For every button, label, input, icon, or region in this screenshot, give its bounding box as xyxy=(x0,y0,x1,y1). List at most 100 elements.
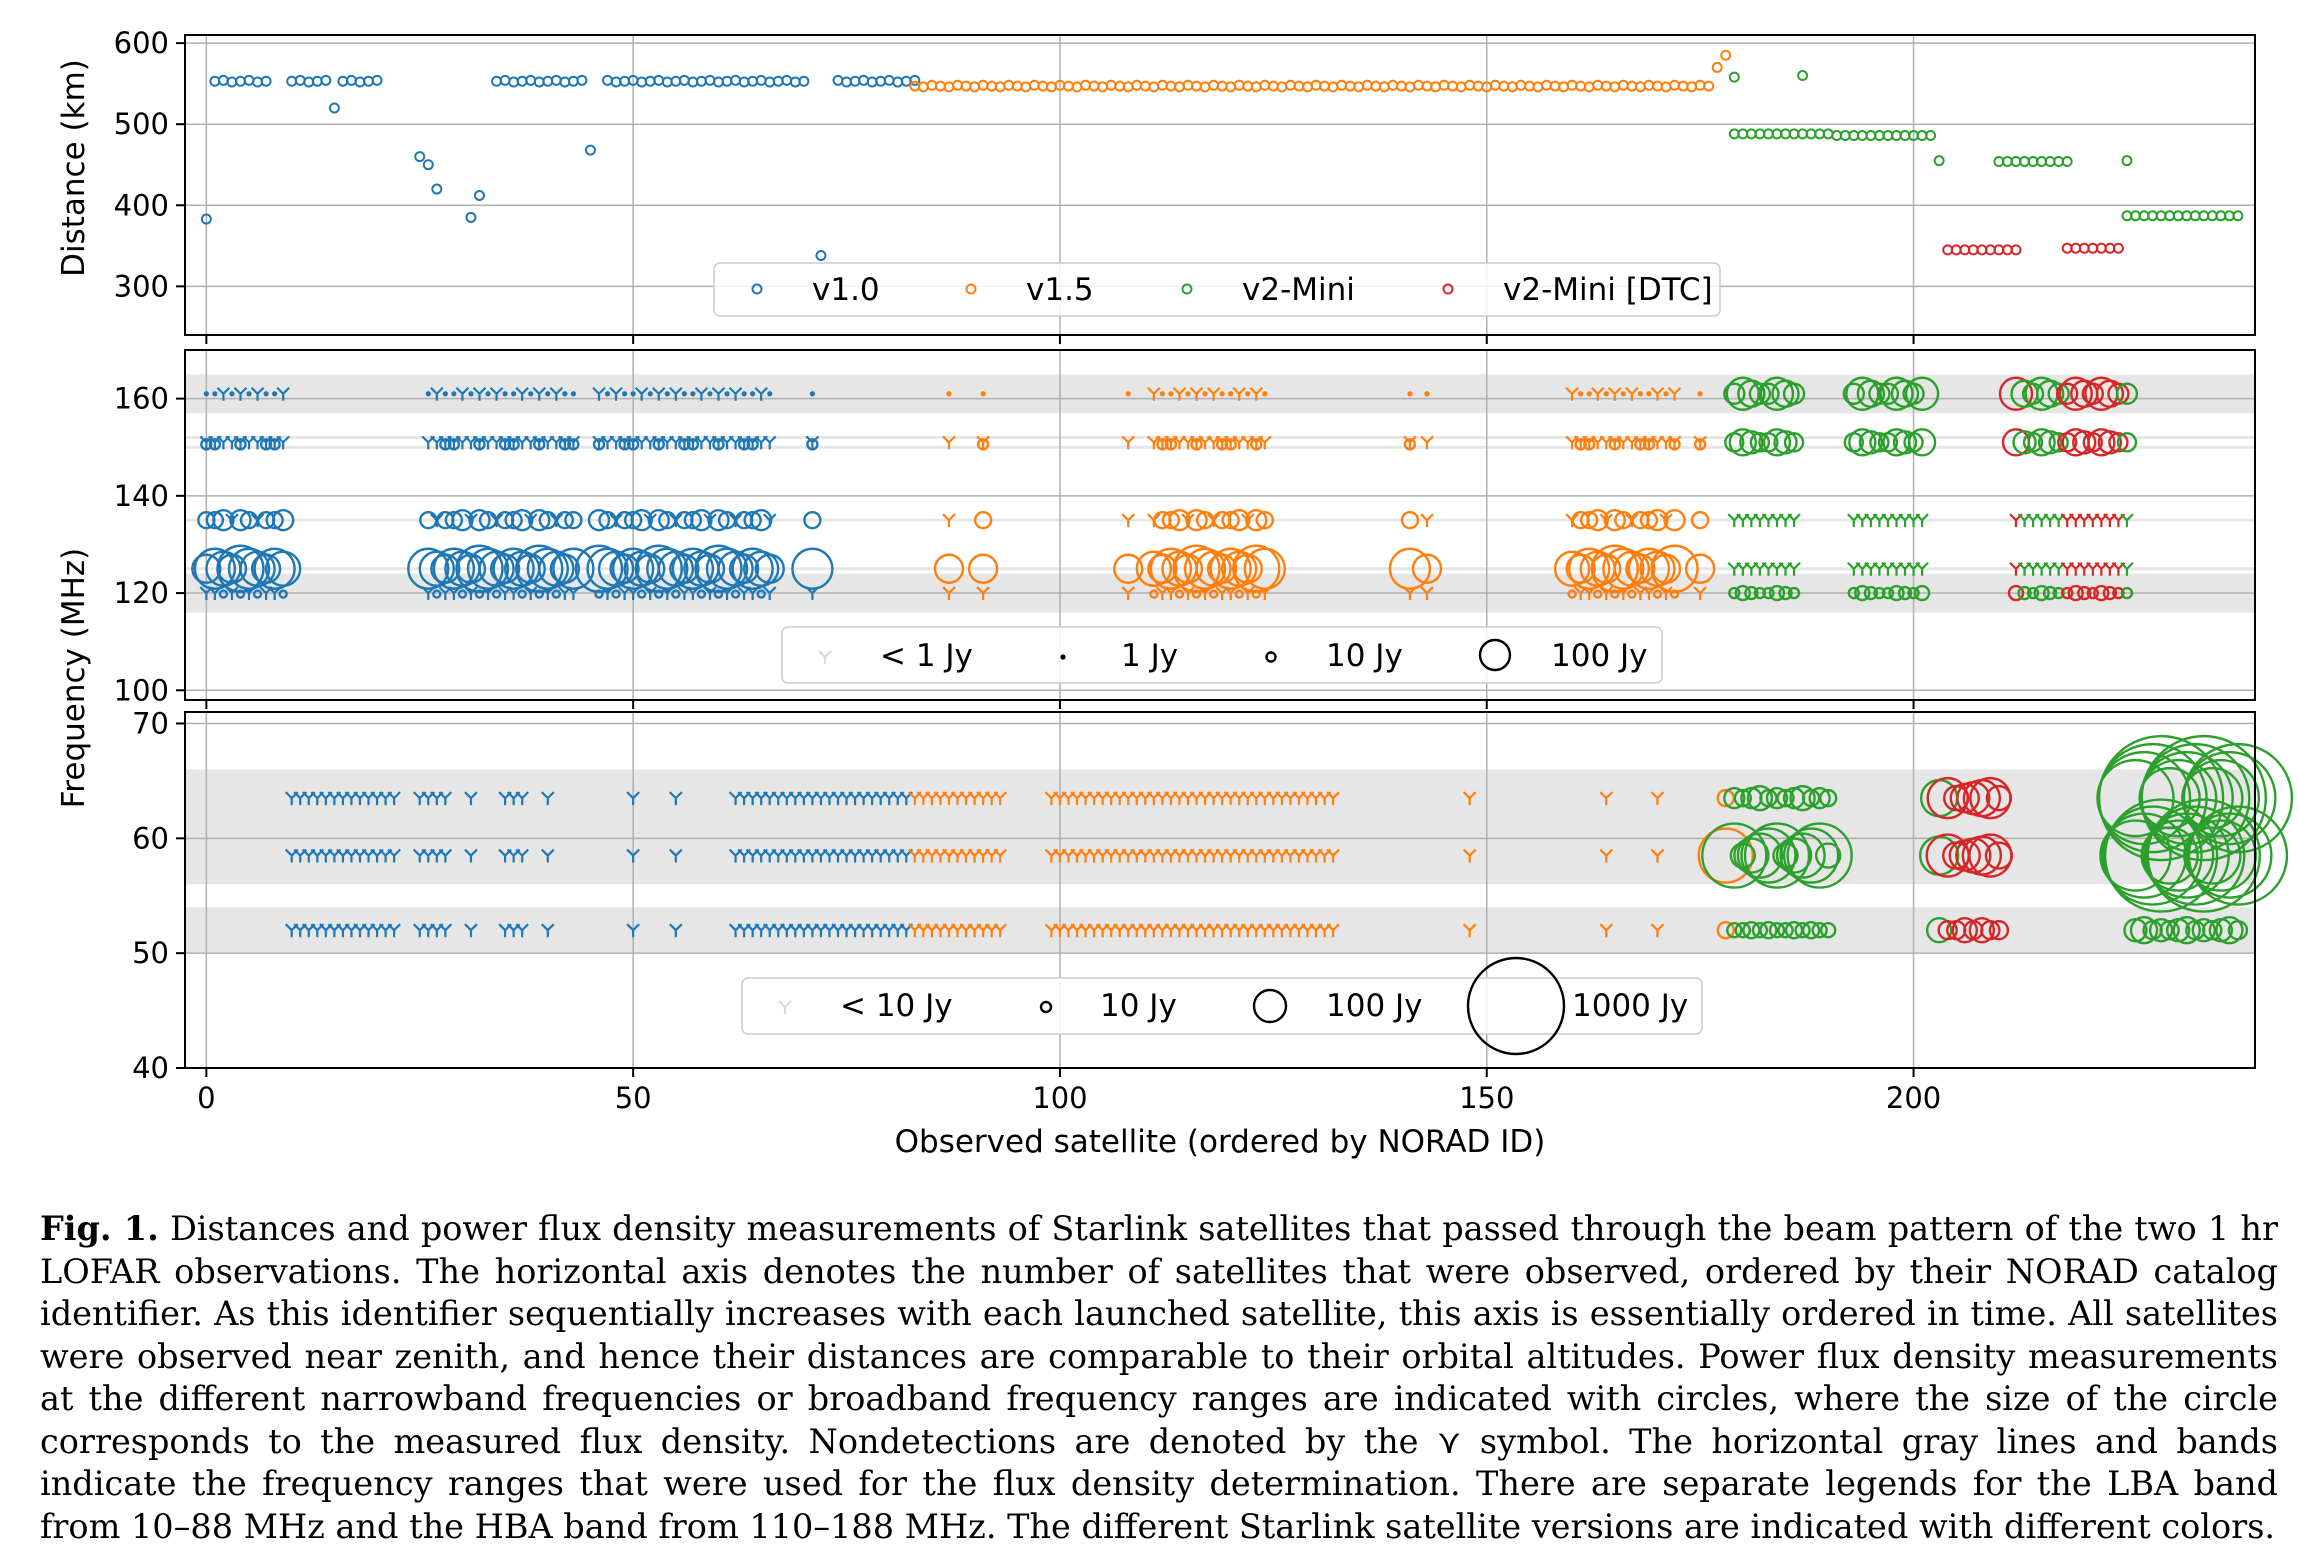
flux-circle xyxy=(466,547,510,590)
distance-point xyxy=(328,102,340,114)
distance-point xyxy=(414,151,426,163)
flux-circle xyxy=(2102,805,2203,906)
flux-circle xyxy=(2027,428,2056,457)
distance-point xyxy=(465,211,477,223)
legend-marker xyxy=(1252,988,1288,1024)
nondetection-mark xyxy=(2120,513,2134,528)
nondetection-mark xyxy=(489,386,504,401)
flux-circle xyxy=(555,510,575,530)
nondetection-mark xyxy=(464,848,478,863)
flux-dot xyxy=(442,391,448,397)
flux-dot xyxy=(1228,391,1234,397)
y-tick-label: 120 xyxy=(114,576,169,610)
flux-circle xyxy=(1782,382,1806,405)
distance-point xyxy=(832,74,844,86)
nondetection-mark xyxy=(660,586,675,601)
flux-circle xyxy=(1937,919,1958,941)
nondetection-mark xyxy=(242,586,256,601)
flux-circle xyxy=(2093,584,2110,602)
flux-circle xyxy=(1814,842,1842,869)
nondetection-mark xyxy=(1232,386,1246,401)
flux-circle xyxy=(1234,589,1244,599)
legend-marker xyxy=(1442,283,1454,295)
flux-circle xyxy=(492,547,535,590)
flux-circle xyxy=(439,438,452,451)
flux-circle xyxy=(2058,376,2093,411)
flux-circle xyxy=(1190,438,1203,451)
x-tick-label: 100 xyxy=(1032,1081,1087,1115)
y-tick-label: 60 xyxy=(132,821,169,855)
nondetection-mark xyxy=(387,923,401,938)
flux-dot xyxy=(485,391,491,397)
flux-circle xyxy=(1808,786,1831,810)
nondetection-mark xyxy=(942,513,956,528)
nondetection-mark xyxy=(1642,586,1656,601)
flux-circle xyxy=(200,438,213,451)
nondetection-mark xyxy=(711,386,726,401)
flux-circle xyxy=(1668,438,1681,451)
nondetection-mark xyxy=(515,791,529,806)
flux-circle xyxy=(1765,786,1789,810)
flux-circle xyxy=(2186,812,2273,899)
flux-circle xyxy=(967,553,999,584)
flux-circle xyxy=(1716,920,1735,940)
flux-dot xyxy=(545,391,551,397)
flux-dot xyxy=(630,391,636,397)
flux-circle xyxy=(567,438,580,451)
flux-dot xyxy=(1219,391,1225,397)
flux-dot xyxy=(647,391,653,397)
nondetection-mark xyxy=(1787,561,1801,576)
legend-label: 10 Jy xyxy=(1326,638,1403,674)
flux-circle xyxy=(1567,547,1611,590)
nondetection-mark xyxy=(1693,586,1707,601)
flux-circle xyxy=(250,553,282,584)
flux-circle xyxy=(2037,430,2063,455)
nondetection-mark xyxy=(1326,848,1340,863)
nondetection-mark xyxy=(669,848,683,863)
flux-circle xyxy=(2120,586,2134,600)
flux-circle xyxy=(538,550,575,587)
flux-circle xyxy=(551,589,562,599)
flux-dot xyxy=(604,391,611,397)
nondetection-mark xyxy=(669,386,683,401)
nondetection-mark xyxy=(438,923,453,938)
flux-dot xyxy=(425,391,431,397)
flux-circle xyxy=(1847,586,1861,600)
nondetection-mark xyxy=(762,435,777,450)
nondetection-mark xyxy=(1650,923,1665,938)
nondetection-mark xyxy=(464,923,478,938)
nondetection-mark xyxy=(1326,791,1340,806)
flux-circle xyxy=(1787,586,1801,600)
nondetection-mark xyxy=(1198,586,1212,601)
flux-dot xyxy=(980,391,986,397)
flux-circle xyxy=(746,438,759,451)
flux-circle xyxy=(1565,553,1596,584)
y-tick-label: 70 xyxy=(132,706,169,740)
distance-point xyxy=(815,250,827,262)
nondetection-mark xyxy=(728,386,743,401)
flux-circle xyxy=(1147,553,1178,584)
flux-circle xyxy=(1733,837,1770,874)
y-tick-label: 600 xyxy=(114,26,169,60)
flux-circle xyxy=(1610,589,1620,599)
flux-circle xyxy=(646,547,689,590)
flux-circle xyxy=(586,547,629,590)
nondetection-mark xyxy=(387,791,401,806)
flux-circle xyxy=(1854,584,1871,602)
nondetection-mark xyxy=(669,923,683,938)
flux-dot xyxy=(681,391,687,397)
y-tick-label: 500 xyxy=(114,107,169,141)
flux-circle xyxy=(1740,827,1797,884)
x-tick-label: 50 xyxy=(615,1081,652,1115)
legend-label: v2-Mini xyxy=(1242,272,1355,308)
flux-circle xyxy=(2116,432,2138,453)
distance-point xyxy=(200,213,212,225)
flux-circle xyxy=(2052,586,2065,600)
distance-point xyxy=(431,183,443,195)
flux-circle xyxy=(1744,585,1759,601)
axes-frame xyxy=(184,34,2256,336)
axes-frame xyxy=(184,711,2256,1069)
flux-circle xyxy=(1403,438,1417,451)
flux-circle xyxy=(2097,430,2123,455)
nondetection-mark xyxy=(942,435,956,450)
